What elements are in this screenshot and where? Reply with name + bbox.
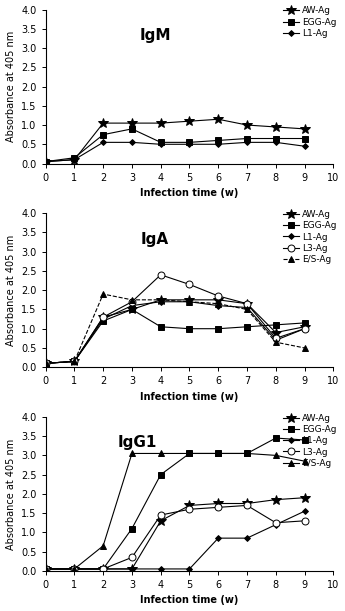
Legend: AW-Ag, EGG-Ag, L1-Ag, L3-Ag, E/S-Ag: AW-Ag, EGG-Ag, L1-Ag, L3-Ag, E/S-Ag bbox=[283, 210, 336, 264]
Text: IgM: IgM bbox=[139, 28, 171, 43]
Text: IgG1: IgG1 bbox=[118, 436, 157, 450]
Text: IgA: IgA bbox=[141, 232, 169, 247]
Y-axis label: Absorbance at 405 nm: Absorbance at 405 nm bbox=[6, 438, 16, 549]
Y-axis label: Absorbance at 405 nm: Absorbance at 405 nm bbox=[6, 235, 16, 346]
X-axis label: Infection time (w): Infection time (w) bbox=[140, 392, 239, 402]
Legend: AW-Ag, EGG-Ag, L1-Ag: AW-Ag, EGG-Ag, L1-Ag bbox=[283, 7, 336, 38]
X-axis label: Infection time (w): Infection time (w) bbox=[140, 188, 239, 198]
X-axis label: Infection time (w): Infection time (w) bbox=[140, 596, 239, 606]
Legend: AW-Ag, EGG-Ag, L1-Ag, L3-Ag, E/S-Ag: AW-Ag, EGG-Ag, L1-Ag, L3-Ag, E/S-Ag bbox=[283, 414, 336, 468]
Y-axis label: Absorbance at 405 nm: Absorbance at 405 nm bbox=[6, 31, 16, 142]
